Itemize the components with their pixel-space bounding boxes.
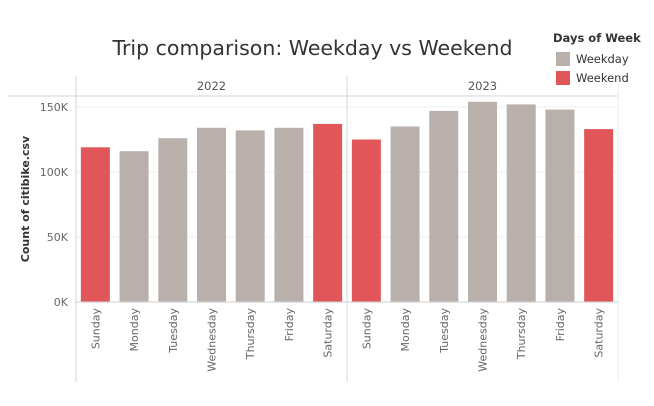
x-tick-label: Thursday	[244, 308, 257, 361]
x-tick-label: Saturday	[322, 308, 335, 358]
y-axis-title: Count of citibike.csv	[19, 135, 32, 262]
bar-2023-sunday	[351, 139, 381, 302]
bar-2022-tuesday	[158, 138, 188, 302]
bar-2022-monday	[119, 151, 149, 302]
bar-2022-wednesday	[197, 127, 226, 302]
y-tick-label: 150K	[40, 101, 69, 114]
legend-title: Days of Week	[553, 31, 641, 45]
bar-2022-saturday	[313, 123, 343, 303]
y-tick-label: 50K	[47, 231, 69, 244]
x-tick-label: Sunday	[360, 308, 373, 350]
legend-label-weekday: Weekday	[576, 52, 629, 66]
x-tick-label: Wednesday	[477, 308, 490, 372]
x-tick-label: Thursday	[515, 308, 528, 361]
bar-2023-saturday	[584, 129, 614, 302]
x-tick-label: Saturday	[593, 308, 606, 358]
x-tick-label: Tuesday	[438, 308, 451, 354]
x-tick-label: Friday	[283, 308, 296, 342]
x-tick-label: Wednesday	[206, 308, 219, 372]
x-tick-label: Sunday	[89, 308, 102, 350]
x-tick-label: Monday	[128, 308, 141, 352]
panel-label-2023: 2023	[468, 79, 497, 93]
bar-2023-wednesday	[468, 101, 497, 302]
panel-label-2022: 2022	[197, 79, 226, 93]
legend-swatch-weekday	[556, 52, 570, 66]
legend-swatch-weekend	[556, 71, 570, 85]
x-tick-label: Monday	[399, 308, 412, 352]
bar-2022-friday	[274, 127, 304, 302]
y-tick-label: 100K	[40, 166, 69, 179]
bar-2023-monday	[390, 126, 420, 302]
bar-2023-thursday	[506, 104, 536, 303]
y-tick-label: 0K	[54, 296, 69, 309]
chart-title: Trip comparison: Weekday vs Weekend	[112, 36, 513, 60]
legend-item-weekday[interactable]: Weekday	[556, 51, 629, 67]
legend-label-weekend: Weekend	[576, 71, 629, 85]
legend-item-weekend[interactable]: Weekend	[556, 70, 629, 86]
bar-2023-tuesday	[429, 110, 459, 303]
x-tick-label: Tuesday	[167, 308, 180, 354]
bar-2022-thursday	[235, 130, 265, 302]
bar-2022-sunday	[80, 147, 110, 302]
x-tick-label: Friday	[554, 308, 567, 342]
bar-2023-friday	[545, 109, 575, 302]
